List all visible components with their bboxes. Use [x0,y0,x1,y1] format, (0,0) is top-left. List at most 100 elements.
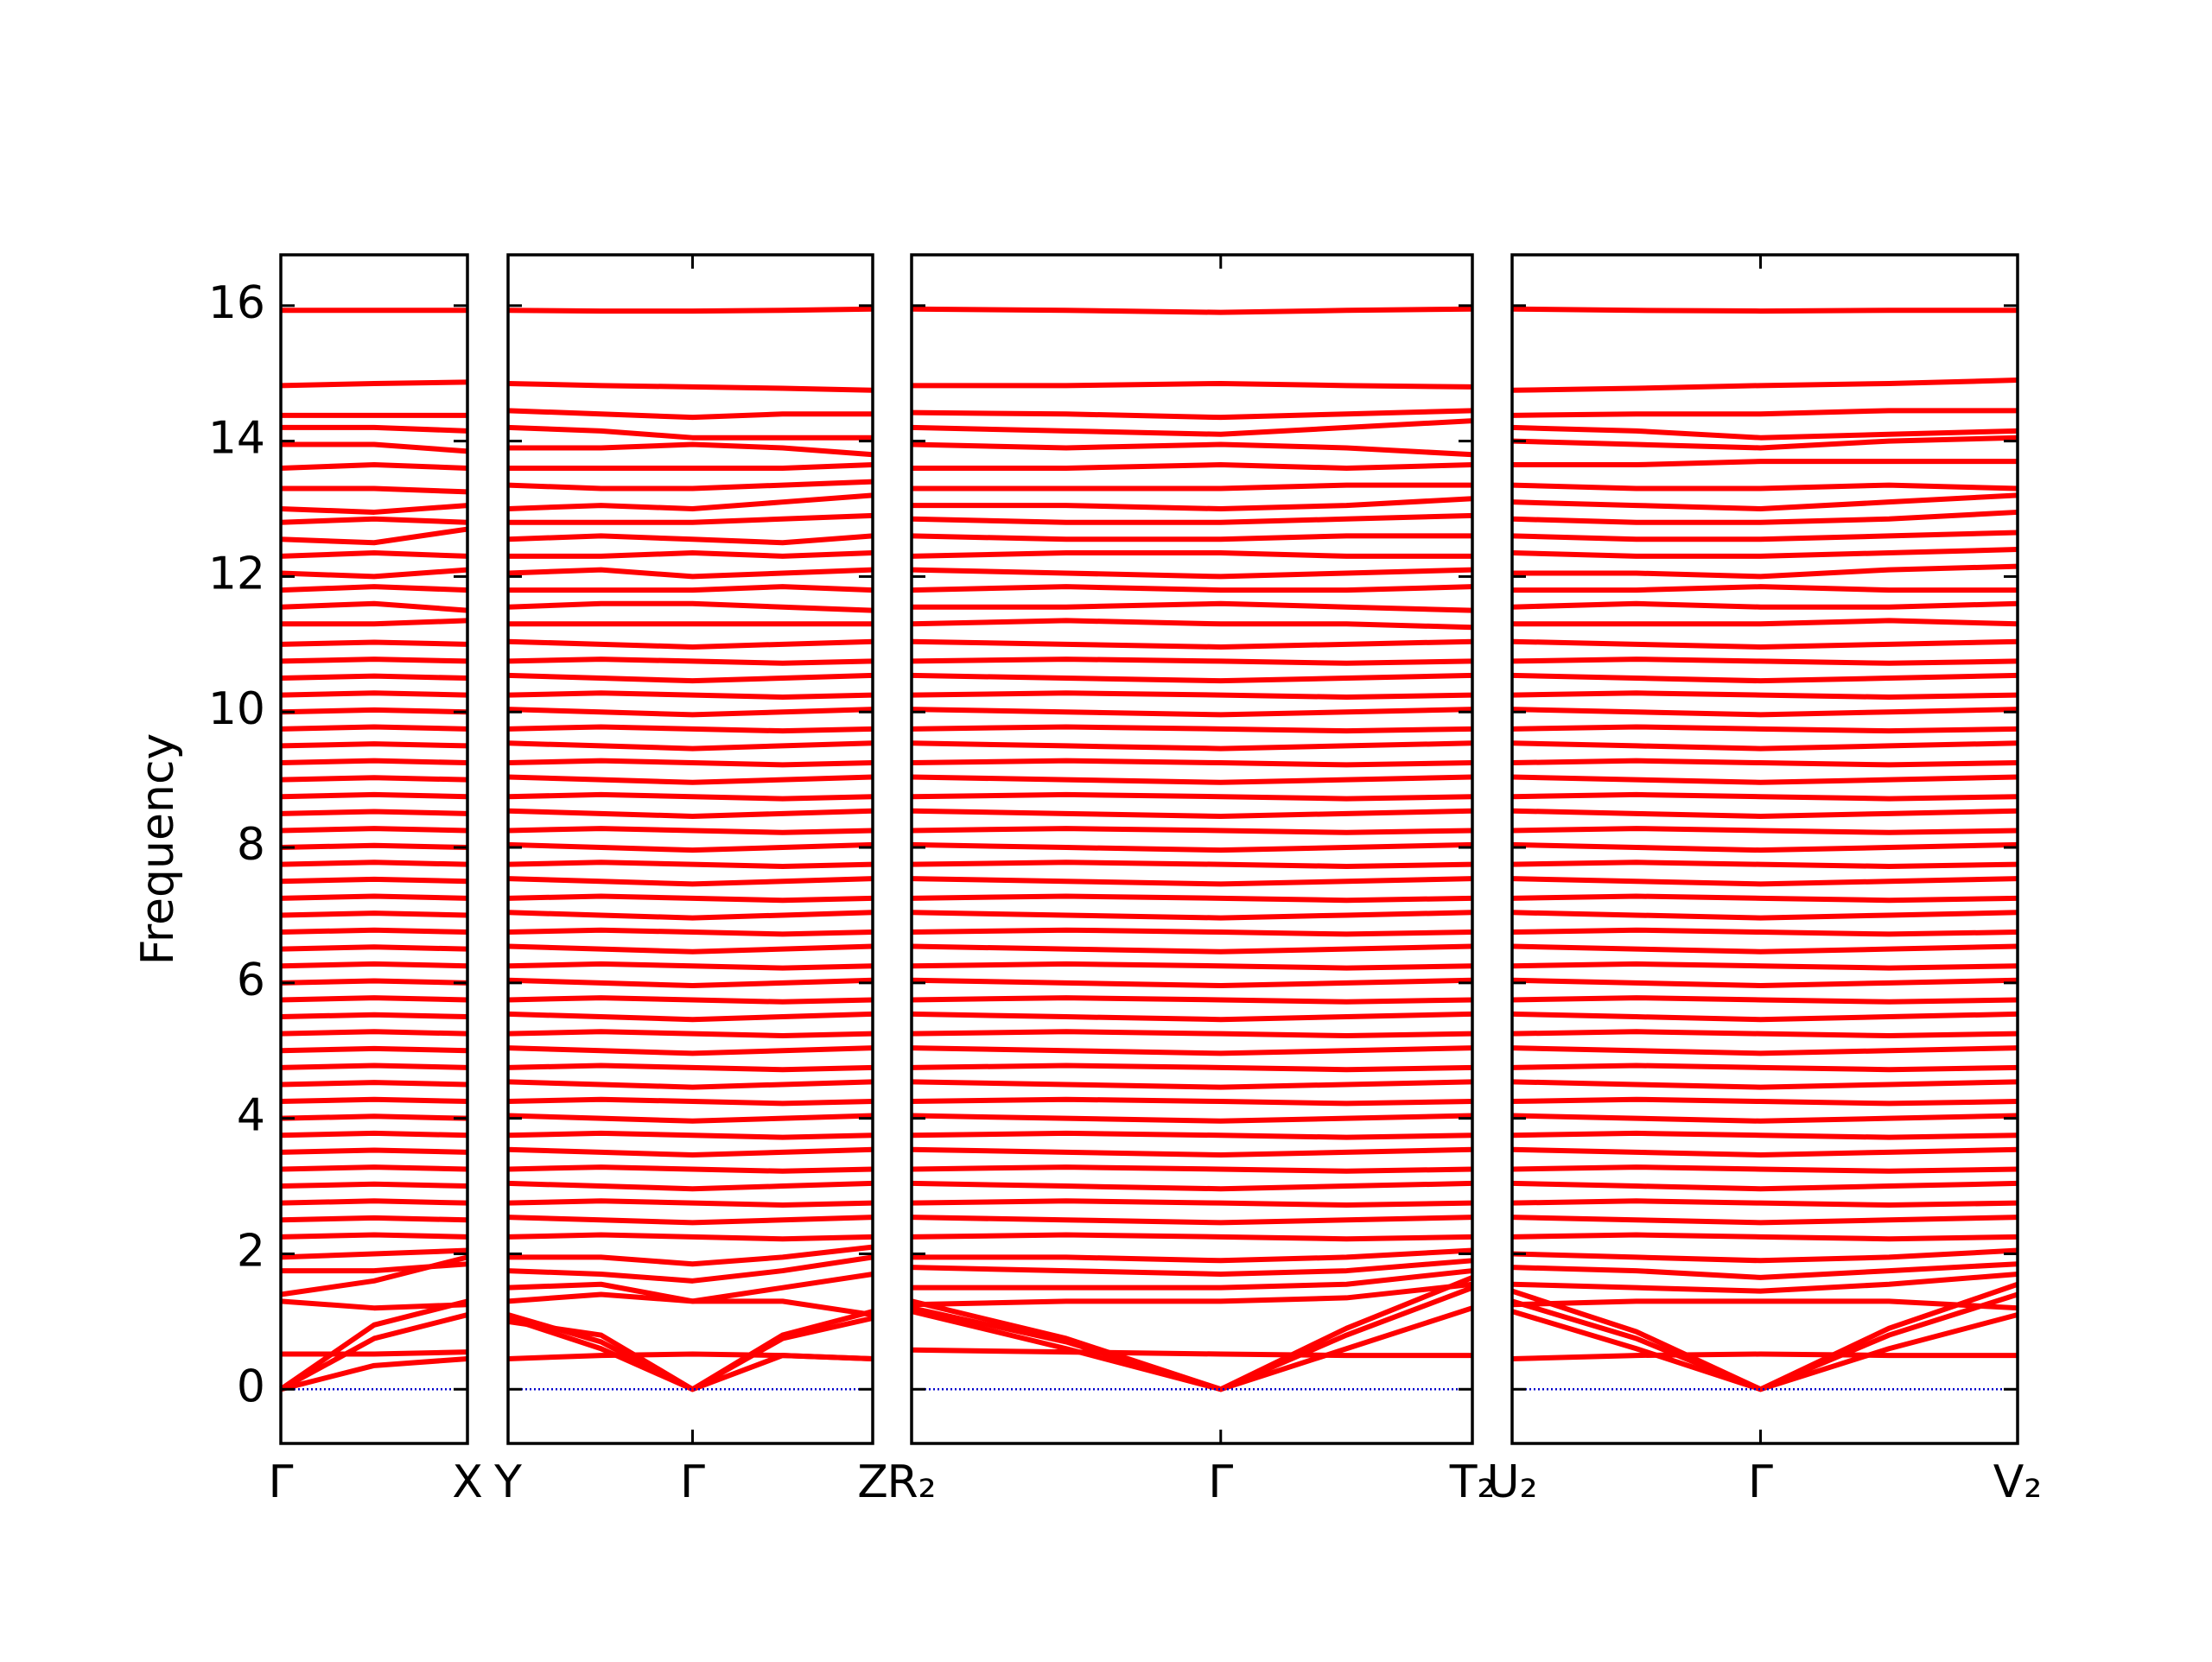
band-line [1511,600,2018,610]
band-line [911,441,1473,458]
band-line [1511,424,2018,441]
band-line [1511,1180,2018,1192]
band-line [280,876,468,885]
band-line [911,1215,1473,1226]
band-line [507,841,874,853]
band-line [1511,1029,2018,1038]
x-tick-label: Γ [269,1456,294,1508]
band-line [911,1281,1473,1308]
band-line [912,496,1473,512]
band-line [911,876,1473,887]
band-line [280,927,468,936]
band-line [1511,724,2018,734]
band-line [508,462,874,471]
band-line [281,618,468,627]
band-line [280,741,468,749]
band-line [1511,1281,2018,1392]
band-line [1511,672,2018,684]
band-line [912,482,1472,492]
y-tick-label: 2 [237,1225,265,1277]
x-tick-label: U₂ [1487,1456,1538,1508]
band-line [280,600,468,613]
band-line [1511,826,2018,835]
band-line [507,1029,874,1038]
band-line [280,978,468,986]
band-line [280,1147,468,1155]
band-line [280,1247,468,1260]
band-line [1511,306,2018,314]
band-line [507,876,874,887]
band-line [507,724,874,734]
band-line [1511,638,2018,650]
band-line [507,657,874,666]
band-line [1511,435,2018,451]
band-line [280,584,468,593]
band-line [1511,1130,2018,1140]
band-line [1511,509,2018,525]
band-line [1511,740,2018,752]
band-line [507,1079,874,1090]
band-line [1511,927,2018,937]
band-line [280,826,468,834]
band-line [280,690,468,698]
band-line [1511,1351,2018,1361]
band-line [281,424,468,434]
band-line [1511,961,2018,971]
band-line [911,1347,1472,1359]
band-line [1511,530,2018,542]
band-line [1511,791,2018,802]
band-line [911,1029,1473,1038]
band-line [1511,408,2018,418]
band-line [1511,1215,2018,1226]
band-line [911,1232,1473,1242]
x-tick-label: Z [857,1456,888,1508]
band-line [911,1146,1473,1158]
band-line [508,512,874,525]
band-line [911,961,1473,971]
band-line [911,638,1473,650]
band-line [507,1272,874,1304]
band-line [1511,841,2018,853]
y-tick-label: 4 [237,1090,265,1142]
band-line [911,791,1473,802]
band-line [507,1045,874,1056]
band-line [280,961,468,969]
band-line [507,380,874,393]
band-line [911,1011,1473,1023]
band-line [912,462,1473,471]
band-line [507,860,874,869]
band-line [280,657,468,664]
band-line [1511,893,2018,904]
band-line [279,1312,468,1392]
band-line [280,1254,468,1297]
band-line [507,1113,874,1124]
band-line [507,927,874,937]
band-line [1511,1113,2018,1124]
band-line [1511,1079,2018,1090]
band-line [911,618,1473,631]
band-line [280,639,468,647]
y-tick-label: 12 [208,548,265,599]
band-line [280,503,468,515]
band-line [1511,492,2018,512]
band-line [507,774,874,785]
band-line [280,1063,468,1070]
band-line [280,791,468,800]
band-line [507,672,874,684]
band-line [281,441,468,454]
band-line [280,910,468,918]
band-line [1511,1063,2018,1073]
band-line [911,672,1473,684]
band-line [911,808,1473,819]
band-line [911,533,1472,542]
band-line [280,673,468,682]
band-line [280,944,468,952]
band-line [1511,690,2018,700]
band-line [280,1355,468,1392]
y-tick-label: 0 [237,1361,265,1412]
band-line [507,826,874,835]
band-line [1511,1247,2018,1264]
band-line [911,1063,1473,1073]
band-line [280,893,468,901]
